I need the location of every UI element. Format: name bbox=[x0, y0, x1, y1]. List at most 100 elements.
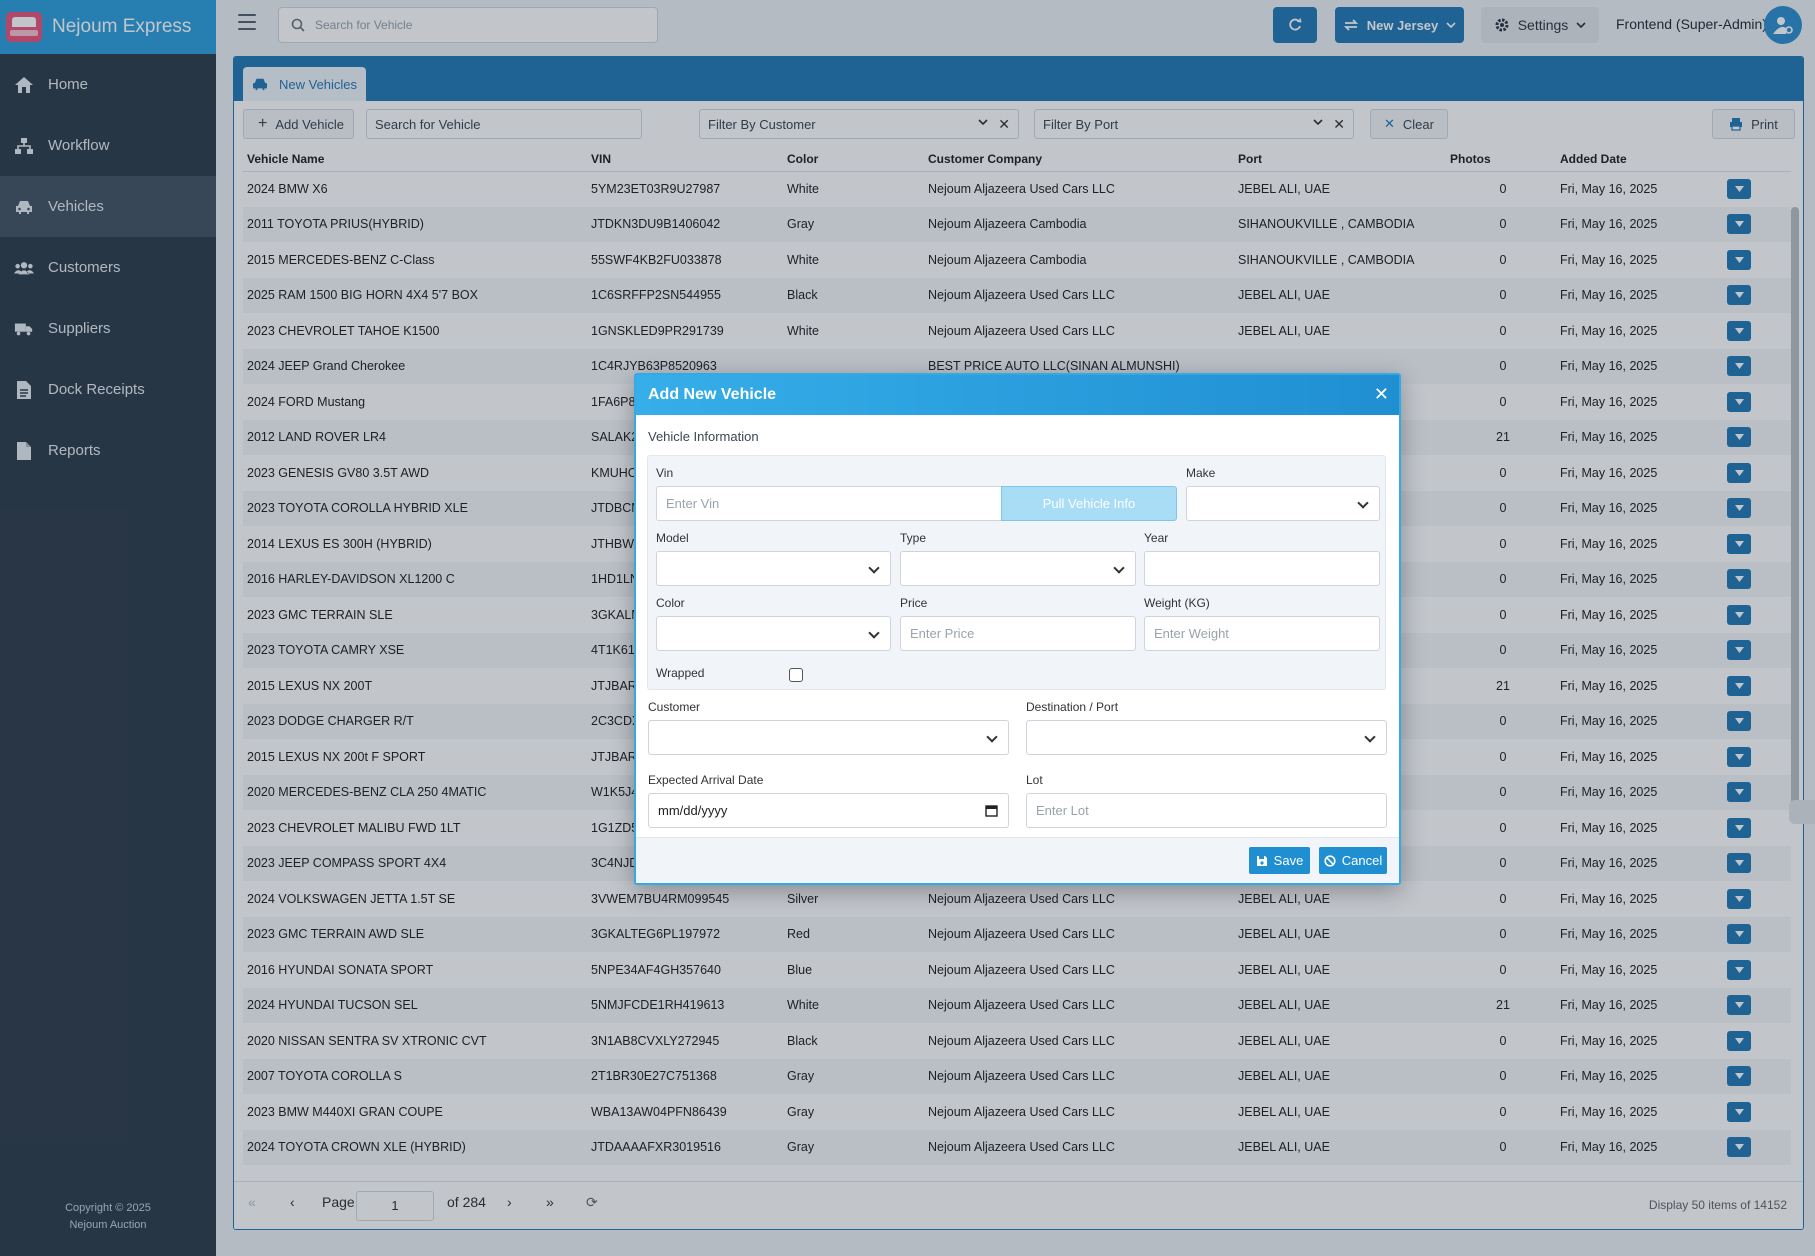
avatar[interactable] bbox=[1764, 6, 1802, 44]
row-dropdown-button[interactable] bbox=[1727, 604, 1751, 625]
row-dropdown-button[interactable] bbox=[1727, 462, 1751, 483]
table-row[interactable]: 2024 TOYOTA CROWN XLE (HYBRID) JTDAAAAFXR… bbox=[243, 1129, 1791, 1165]
column-header[interactable]: Color bbox=[783, 147, 924, 172]
first-page-icon[interactable]: « bbox=[248, 1194, 256, 1210]
column-header[interactable]: Vehicle Name bbox=[243, 147, 587, 172]
clear-customer-icon[interactable]: ✕ bbox=[998, 116, 1010, 132]
column-header[interactable]: Added Date bbox=[1556, 147, 1723, 172]
row-dropdown-button[interactable] bbox=[1727, 711, 1751, 732]
make-select[interactable] bbox=[1186, 486, 1380, 521]
row-dropdown-button[interactable] bbox=[1727, 320, 1751, 341]
add-vehicle-button[interactable]: + Add Vehicle bbox=[243, 109, 354, 139]
page-number-input[interactable]: 1 bbox=[356, 1191, 434, 1221]
price-input[interactable]: Enter Price bbox=[900, 616, 1136, 651]
row-dropdown-button[interactable] bbox=[1727, 214, 1751, 235]
column-header[interactable]: Photos bbox=[1446, 147, 1556, 172]
row-dropdown-button[interactable] bbox=[1727, 995, 1751, 1016]
row-dropdown-button[interactable] bbox=[1727, 569, 1751, 590]
sidebar-item-customers[interactable]: Customers bbox=[0, 237, 216, 298]
row-dropdown-button[interactable] bbox=[1727, 746, 1751, 767]
next-page-icon[interactable]: › bbox=[507, 1194, 512, 1210]
sidebar-item-dock-receipts[interactable]: Dock Receipts bbox=[0, 359, 216, 420]
color-select[interactable] bbox=[656, 616, 891, 651]
column-header[interactable]: VIN bbox=[587, 147, 783, 172]
table-row[interactable]: 2023 GMC TERRAIN AWD SLE 3GKALTEG6PL19797… bbox=[243, 916, 1791, 952]
sidebar-item-vehicles[interactable]: Vehicles bbox=[0, 176, 216, 237]
table-row[interactable]: 2016 HYUNDAI SONATA SPORT 5NPE34AF4GH3576… bbox=[243, 952, 1791, 988]
reload-icon[interactable]: ⟳ bbox=[586, 1194, 598, 1210]
save-button[interactable]: Save bbox=[1249, 847, 1310, 874]
close-icon[interactable]: ✕ bbox=[1373, 384, 1389, 404]
pull-vehicle-info-button[interactable]: Pull Vehicle Info bbox=[1001, 486, 1177, 521]
row-dropdown-button[interactable] bbox=[1727, 959, 1751, 980]
settings-dropdown[interactable]: Settings bbox=[1481, 7, 1599, 43]
table-row[interactable]: 2023 CHEVROLET MALIBU FWD 1LT 1G1ZD5 0 Fri,… bbox=[243, 810, 1791, 846]
lot-input[interactable]: Enter Lot bbox=[1026, 793, 1387, 828]
hamburger-menu-icon[interactable] bbox=[238, 14, 256, 30]
row-dropdown-button[interactable] bbox=[1727, 1101, 1751, 1122]
table-row[interactable]: 2024 HYUNDAI TUCSON SEL 5NMJFCDE1RH419613… bbox=[243, 987, 1791, 1023]
weight-input[interactable]: Enter Weight bbox=[1144, 616, 1380, 651]
row-dropdown-button[interactable] bbox=[1727, 888, 1751, 909]
table-scrollbar[interactable] bbox=[1791, 207, 1799, 807]
table-row[interactable]: 2011 TOYOTA PRIUS(HYBRID) JTDKN3DU9B14060… bbox=[243, 206, 1791, 242]
row-dropdown-button[interactable] bbox=[1727, 1030, 1751, 1051]
destination-select[interactable] bbox=[1026, 720, 1387, 755]
column-header[interactable]: Customer Company bbox=[924, 147, 1234, 172]
row-dropdown-button[interactable] bbox=[1727, 249, 1751, 270]
table-row[interactable]: 2024 BMW X6 5YM23ET03R9U27987 White Nejoum … bbox=[243, 171, 1791, 207]
clear-port-icon[interactable]: ✕ bbox=[1333, 116, 1345, 132]
row-dropdown-button[interactable] bbox=[1727, 924, 1751, 945]
arrival-date-input[interactable]: mm/dd/yyyy bbox=[648, 793, 1009, 828]
table-row[interactable]: 2015 MERCEDES-BENZ C-Class 55SWF4KB2FU033… bbox=[243, 242, 1791, 278]
table-row[interactable]: 2015 LEXUS NX 200t F SPORT JTJBARE 0 Fri, M… bbox=[243, 739, 1791, 775]
table-row[interactable]: 2024 FORD Mustang 1FA6P8 0 Fri, May 16, 202… bbox=[243, 384, 1791, 420]
vehicle-search-input[interactable]: Search for Vehicle bbox=[366, 109, 642, 139]
row-dropdown-button[interactable] bbox=[1727, 853, 1751, 874]
row-dropdown-button[interactable] bbox=[1727, 498, 1751, 519]
year-input[interactable] bbox=[1144, 551, 1380, 586]
table-row[interactable]: 2015 LEXUS NX 200T JTJBARE 21 Fri, May 16, … bbox=[243, 668, 1791, 704]
table-row[interactable]: 2020 NISSAN SENTRA SV XTRONIC CVT 3N1AB8C… bbox=[243, 1023, 1791, 1059]
table-row[interactable]: 2014 LEXUS ES 300H (HYBRID) JTHBW1 0 Fri, M… bbox=[243, 526, 1791, 562]
brand[interactable]: Nejoum Express bbox=[0, 0, 216, 54]
wrapped-checkbox[interactable] bbox=[789, 668, 803, 682]
table-row[interactable]: 2024 VOLKSWAGEN JETTA 1.5T SE 3VWEM7BU4RM… bbox=[243, 881, 1791, 917]
last-page-icon[interactable]: » bbox=[546, 1194, 554, 1210]
clear-button[interactable]: ✕ Clear bbox=[1370, 109, 1448, 139]
row-dropdown-button[interactable] bbox=[1727, 640, 1751, 661]
row-dropdown-button[interactable] bbox=[1727, 533, 1751, 554]
refresh-button[interactable] bbox=[1273, 7, 1317, 43]
vin-input[interactable]: Enter Vin bbox=[656, 486, 1002, 521]
type-select[interactable] bbox=[900, 551, 1136, 586]
customer-select[interactable] bbox=[648, 720, 1009, 755]
table-row[interactable]: 2023 BMW M440XI GRAN COUPE WBA13AW04PFN86… bbox=[243, 1094, 1791, 1130]
model-select[interactable] bbox=[656, 551, 891, 586]
sidebar-item-suppliers[interactable]: Suppliers bbox=[0, 298, 216, 359]
row-dropdown-button[interactable] bbox=[1727, 356, 1751, 377]
sidebar-item-workflow[interactable]: Workflow bbox=[0, 115, 216, 176]
top-search-input[interactable]: Search for Vehicle bbox=[278, 7, 658, 43]
row-dropdown-button[interactable] bbox=[1727, 675, 1751, 696]
side-toggle-tab[interactable] bbox=[1789, 800, 1815, 824]
table-row[interactable]: 2023 CHEVROLET TAHOE K1500 1GNSKLED9PR291… bbox=[243, 313, 1791, 349]
table-row[interactable]: 2023 GENESIS GV80 3.5T AWD KMUHC 0 Fri, May… bbox=[243, 455, 1791, 491]
table-row[interactable]: 2025 RAM 1500 BIG HORN 4X4 5'7 BOX 1C6SRF… bbox=[243, 277, 1791, 313]
sidebar-item-home[interactable]: Home bbox=[0, 54, 216, 115]
row-dropdown-button[interactable] bbox=[1727, 285, 1751, 306]
row-dropdown-button[interactable] bbox=[1727, 427, 1751, 448]
table-row[interactable]: 2023 GMC TERRAIN SLE 3GKALM 0 Fri, May 16, … bbox=[243, 597, 1791, 633]
row-dropdown-button[interactable] bbox=[1727, 391, 1751, 412]
print-button[interactable]: Print bbox=[1712, 109, 1795, 139]
prev-page-icon[interactable]: ‹ bbox=[290, 1194, 295, 1210]
filter-customer-select[interactable]: Filter By Customer ✕ bbox=[699, 109, 1019, 139]
cancel-button[interactable]: Cancel bbox=[1319, 847, 1387, 874]
row-dropdown-button[interactable] bbox=[1727, 179, 1751, 199]
calendar-icon[interactable] bbox=[985, 804, 998, 817]
sidebar-item-reports[interactable]: Reports bbox=[0, 420, 216, 481]
table-row[interactable]: 2007 TOYOTA COROLLA S 2T1BR30E27C751368 Gr… bbox=[243, 1058, 1791, 1094]
row-dropdown-button[interactable] bbox=[1727, 1066, 1751, 1087]
region-dropdown[interactable]: New Jersey bbox=[1335, 7, 1464, 43]
tab-new-vehicles[interactable]: New Vehicles bbox=[243, 67, 366, 101]
row-dropdown-button[interactable] bbox=[1727, 817, 1751, 838]
